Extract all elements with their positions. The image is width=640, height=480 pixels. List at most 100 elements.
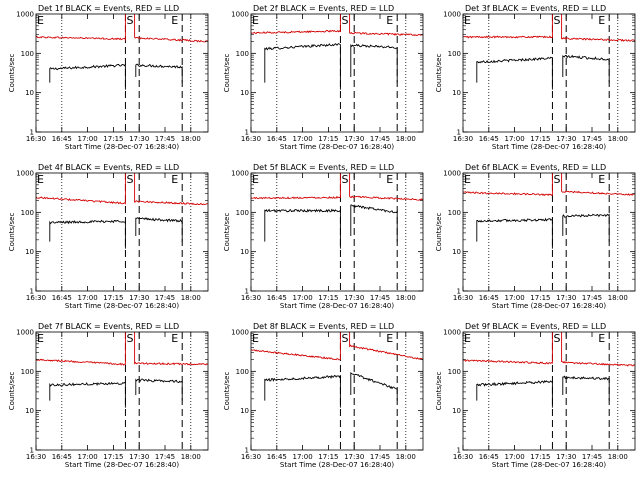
- plot-frame: [35, 172, 209, 292]
- x-tick-label: 16:45: [52, 294, 72, 302]
- x-tick-label: 17:45: [370, 294, 390, 302]
- series-group: [463, 14, 635, 90]
- y-tick-label: 10: [25, 248, 34, 256]
- y-tick-label: 100: [448, 50, 461, 58]
- x-tick-label: 17:15: [318, 453, 338, 461]
- x-tick-label: 17:00: [293, 453, 313, 461]
- x-tick-label: 16:45: [267, 135, 287, 143]
- x-tick-label: 16:30: [26, 135, 46, 143]
- events-series-line: [264, 374, 341, 408]
- lld-series-line: [251, 332, 423, 361]
- x-tick-label: 16:45: [52, 453, 72, 461]
- x-tick-label: 17:45: [582, 135, 602, 143]
- x-tick-label: 17:30: [556, 453, 576, 461]
- x-tick-label: 17:00: [293, 294, 313, 302]
- plot-frame: [250, 13, 424, 133]
- x-tick-label: 18:00: [396, 294, 416, 302]
- plot-frame: [35, 331, 209, 451]
- x-tick-label: 17:30: [556, 294, 576, 302]
- panel-title: Det 6f BLACK = Events, RED = LLD: [465, 163, 606, 172]
- x-tick-label: 16:45: [52, 135, 72, 143]
- lld-series-line: [251, 173, 423, 201]
- y-tick-label: 10: [452, 89, 461, 97]
- x-tick-label: 16:30: [26, 453, 46, 461]
- panel-title: Det 9f BLACK = Events, RED = LLD: [465, 322, 606, 331]
- y-tick-label: 1000: [16, 11, 34, 19]
- events-series-line: [49, 63, 126, 90]
- y-tick-label: 100: [236, 50, 249, 58]
- marker-label: E: [386, 173, 393, 186]
- y-tick-label: 1000: [443, 170, 461, 178]
- x-tick-label: 17:00: [505, 135, 525, 143]
- x-tick-label: 16:45: [479, 453, 499, 461]
- x-tick-label: 17:45: [370, 135, 390, 143]
- x-axis-label: Start Time (28-Dec-07 16:28:40): [492, 143, 606, 151]
- x-tick-label: 17:30: [344, 135, 364, 143]
- y-tick-label: 1000: [231, 329, 249, 337]
- x-tick-label: 16:45: [479, 135, 499, 143]
- events-series-line: [350, 204, 398, 242]
- panel-title: Det 3f BLACK = Events, RED = LLD: [465, 4, 606, 13]
- y-tick-label: 100: [21, 209, 34, 217]
- panel-title: Det 8f BLACK = Events, RED = LLD: [253, 322, 394, 331]
- x-tick-label: 17:15: [318, 294, 338, 302]
- marker-label: S: [341, 14, 348, 27]
- x-tick-label: 17:00: [505, 453, 525, 461]
- events-series-line: [135, 217, 183, 242]
- y-axis-label: Counts/sec: [8, 54, 16, 93]
- x-tick-label: 18:00: [608, 453, 628, 461]
- y-tick-label: 1000: [16, 170, 34, 178]
- y-tick-label: 1000: [231, 11, 249, 19]
- y-tick-label: 1000: [231, 170, 249, 178]
- y-axis-label: Counts/sec: [435, 213, 443, 252]
- x-axis-label: Start Time (28-Dec-07 16:28:40): [492, 302, 606, 310]
- marker-label: E: [37, 332, 44, 345]
- plot-frame: [462, 331, 636, 451]
- y-tick-label: 100: [448, 368, 461, 376]
- x-tick-label: 16:30: [241, 135, 261, 143]
- marker-label: E: [598, 332, 605, 345]
- marker-label: E: [252, 173, 259, 186]
- events-series-line: [562, 213, 610, 242]
- x-tick-label: 18:00: [396, 135, 416, 143]
- x-tick-label: 17:15: [103, 453, 123, 461]
- y-tick-label: 1000: [16, 329, 34, 337]
- marker-label: S: [341, 173, 348, 186]
- x-tick-label: 17:45: [155, 135, 175, 143]
- events-series-line: [49, 381, 126, 408]
- y-tick-label: 1: [245, 128, 249, 136]
- x-axis-label: Start Time (28-Dec-07 16:28:40): [280, 302, 394, 310]
- x-tick-label: 16:30: [453, 135, 473, 143]
- events-series-line: [135, 378, 183, 401]
- series-group: [251, 173, 423, 249]
- lld-series-line: [36, 173, 208, 206]
- x-axis-label: Start Time (28-Dec-07 16:28:40): [492, 461, 606, 469]
- y-tick-label: 10: [25, 407, 34, 415]
- x-tick-label: 17:30: [344, 453, 364, 461]
- marker-label: S: [126, 173, 133, 186]
- x-tick-label: 16:45: [479, 294, 499, 302]
- lld-series-line: [463, 14, 635, 42]
- lld-series-line: [36, 332, 208, 366]
- x-tick-label: 16:45: [267, 294, 287, 302]
- events-series-line: [350, 371, 398, 401]
- marker-label: E: [171, 14, 178, 27]
- series-group: [36, 14, 208, 90]
- lld-series-line: [463, 173, 635, 197]
- series-group: [463, 332, 635, 408]
- events-series-line: [562, 54, 610, 83]
- events-series-line: [476, 217, 553, 249]
- marker-label: E: [171, 173, 178, 186]
- events-series-line: [476, 379, 553, 408]
- lld-series-line: [463, 332, 635, 367]
- y-tick-label: 10: [240, 248, 249, 256]
- y-tick-label: 1: [30, 128, 34, 136]
- y-tick-label: 100: [21, 368, 34, 376]
- plot-frame: [462, 13, 636, 133]
- x-tick-label: 16:30: [453, 453, 473, 461]
- x-tick-label: 18:00: [181, 294, 201, 302]
- panel-title: Det 5f BLACK = Events, RED = LLD: [253, 163, 394, 172]
